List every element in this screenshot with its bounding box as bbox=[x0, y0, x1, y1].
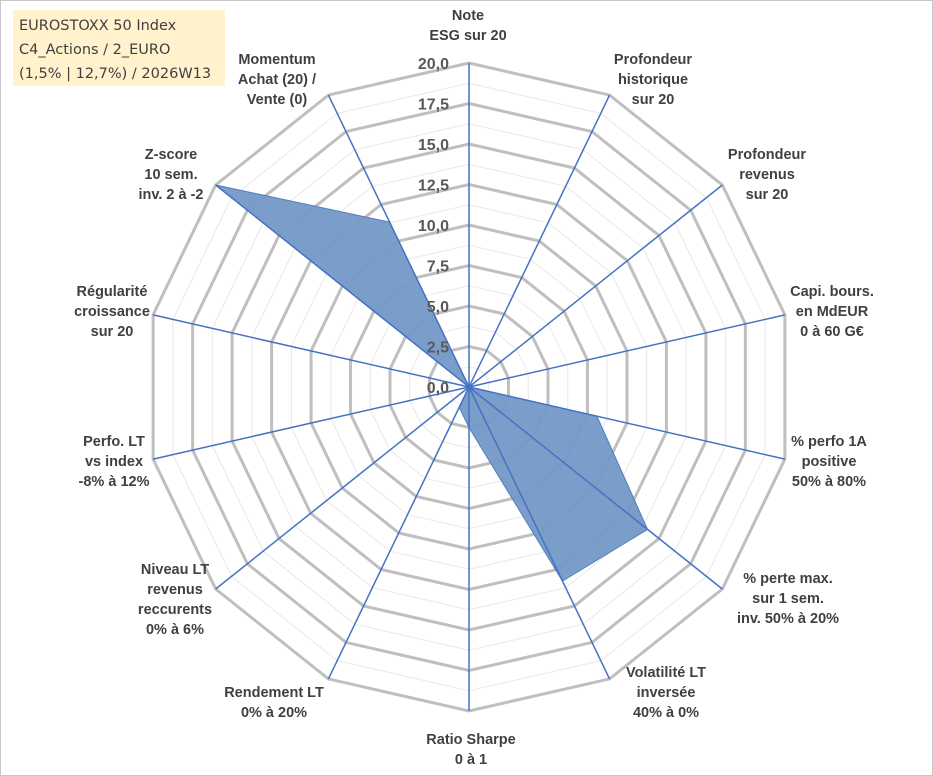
axis-label-line: Z-score bbox=[145, 147, 197, 163]
axis-label: Volatilité LT inversée 40% à 0% bbox=[626, 665, 706, 721]
axis-line bbox=[468, 386, 786, 460]
axis-label-line: Volatilité LT bbox=[626, 665, 706, 681]
tick-label: 5,0 bbox=[427, 299, 449, 316]
axis-label-line: Note bbox=[452, 8, 484, 24]
axis-label-line: en MdEUR bbox=[796, 304, 869, 320]
axis-label-line: Capi. bours. bbox=[790, 284, 874, 300]
axis-label-line: 0 à 60 G€ bbox=[800, 324, 864, 340]
axis-label-line: inv. 50% à 20% bbox=[737, 611, 839, 627]
axis-label-line: Profondeur bbox=[614, 52, 692, 68]
tick-label: 12,5 bbox=[418, 178, 449, 195]
axis-label-line: historique bbox=[618, 72, 688, 88]
chart-title-box: EUROSTOXX 50 Index C4_Actions / 2_EURO (… bbox=[13, 10, 225, 86]
tick-label: 20,0 bbox=[418, 56, 449, 73]
axis-line bbox=[327, 94, 470, 388]
axis-label-line: positive bbox=[802, 454, 857, 470]
axis-label: Profondeur revenus sur 20 bbox=[728, 147, 806, 203]
axis-label-line: croissance bbox=[74, 304, 150, 320]
axis-label-line: reccurents bbox=[138, 602, 212, 618]
axis-label-line: Régularité bbox=[77, 284, 148, 300]
axis-label-line: sur 20 bbox=[632, 92, 675, 108]
axis-label-line: inversée bbox=[637, 685, 696, 701]
axis-line bbox=[152, 386, 470, 460]
axis-label-line: 0% à 20% bbox=[241, 705, 307, 721]
axis-label-line: Rendement LT bbox=[224, 685, 324, 701]
title-line-2: C4_Actions / 2_EURO bbox=[19, 42, 171, 58]
axis-label: Rendement LT 0% à 20% bbox=[224, 685, 324, 721]
tick-label: 7,5 bbox=[427, 259, 449, 276]
axis-label: Ratio Sharpe 0 à 1 bbox=[426, 732, 515, 768]
tick-label: 10,0 bbox=[418, 218, 449, 235]
tick-label: 2,5 bbox=[427, 340, 449, 357]
axis-label-line: Vente (0) bbox=[247, 92, 308, 108]
axis-label-line: inv. 2 à -2 bbox=[138, 187, 203, 203]
axis-label-line: Profondeur bbox=[728, 147, 806, 163]
axis-label-line: 10 sem. bbox=[144, 167, 197, 183]
axis-label-line: % perfo 1A bbox=[791, 434, 867, 450]
axis-label-line: % perte max. bbox=[743, 571, 832, 587]
axis-label-line: sur 20 bbox=[746, 187, 789, 203]
axis-label-line: -8% à 12% bbox=[79, 474, 150, 490]
axis-label: Profondeur historique sur 20 bbox=[614, 52, 692, 108]
axis-label-line: 40% à 0% bbox=[633, 705, 699, 721]
axis-label: Momentum Achat (20) / Vente (0) bbox=[238, 52, 316, 108]
axis-label-line: Niveau LT bbox=[141, 562, 209, 578]
axis-label-line: 0 à 1 bbox=[455, 752, 487, 768]
axis-label-line: sur 1 sem. bbox=[752, 591, 824, 607]
axis-label-line: revenus bbox=[147, 582, 203, 598]
axis-label: % perfo 1A positive 50% à 80% bbox=[791, 434, 867, 490]
axis-label: % perte max. sur 1 sem. inv. 50% à 20% bbox=[737, 571, 839, 627]
axis-label-line: revenus bbox=[739, 167, 795, 183]
axis-label: Régularité croissance sur 20 bbox=[74, 284, 150, 340]
axis-line bbox=[468, 386, 723, 590]
axis-line bbox=[215, 386, 470, 590]
axis-label: Capi. bours. en MdEUR 0 à 60 G€ bbox=[790, 284, 874, 340]
axis-line bbox=[215, 184, 470, 388]
axis-label: Perfo. LT vs index -8% à 12% bbox=[79, 434, 150, 490]
axis-line bbox=[327, 386, 470, 680]
axis-label-line: 0% à 6% bbox=[146, 622, 204, 638]
tick-label: 15,0 bbox=[418, 137, 449, 154]
tick-label: 17,5 bbox=[418, 97, 449, 114]
axis-label-line: vs index bbox=[85, 454, 143, 470]
axis-line bbox=[468, 386, 611, 680]
axis-label-line: ESG sur 20 bbox=[429, 28, 506, 44]
title-line-3: (1,5% | 12,7%) / 2026W13 bbox=[19, 66, 212, 82]
axis-label: Z-score 10 sem. inv. 2 à -2 bbox=[138, 147, 203, 203]
axis-label-line: Ratio Sharpe bbox=[426, 732, 515, 748]
tick-label: 0,0 bbox=[427, 380, 449, 397]
axis-label-line: sur 20 bbox=[91, 324, 134, 340]
axis-line bbox=[468, 94, 611, 388]
axis-label: Niveau LT revenus reccurents 0% à 6% bbox=[138, 562, 212, 638]
title-line-1: EUROSTOXX 50 Index bbox=[19, 18, 177, 34]
axis-line bbox=[152, 314, 470, 388]
axis-label-line: Perfo. LT bbox=[83, 434, 145, 450]
axis-line bbox=[468, 184, 723, 388]
axis-label: Note ESG sur 20 bbox=[429, 8, 506, 44]
axis-label-line: Achat (20) / bbox=[238, 72, 316, 88]
axis-label-line: 50% à 80% bbox=[792, 474, 866, 490]
axis-line bbox=[468, 314, 786, 388]
axis-label-line: Momentum bbox=[238, 52, 315, 68]
